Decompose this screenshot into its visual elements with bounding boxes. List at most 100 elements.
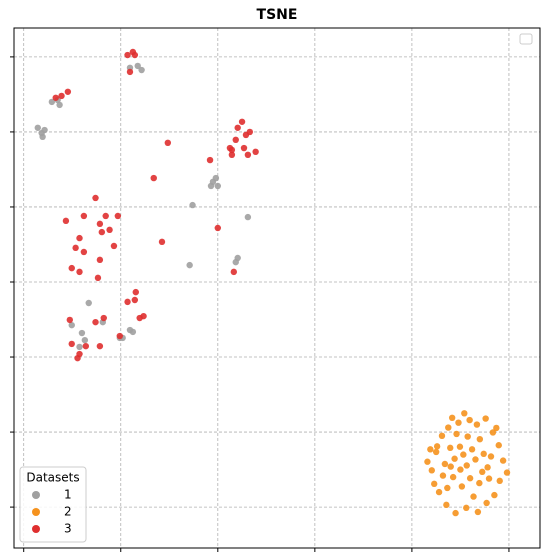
- point: [62, 217, 70, 225]
- point: [98, 228, 106, 236]
- point: [246, 128, 254, 136]
- point: [214, 224, 222, 232]
- point: [240, 144, 248, 152]
- legend-label: 1: [64, 488, 72, 502]
- point: [85, 299, 92, 307]
- point: [461, 410, 468, 417]
- point: [487, 453, 495, 460]
- point: [234, 124, 241, 131]
- point: [424, 458, 431, 465]
- point: [116, 332, 123, 340]
- point: [64, 88, 72, 95]
- point: [212, 174, 220, 182]
- point: [448, 414, 456, 422]
- plot-frame: [13, 27, 541, 549]
- point: [150, 174, 157, 182]
- point: [78, 329, 86, 337]
- point: [476, 479, 483, 487]
- point: [68, 321, 75, 329]
- point: [433, 443, 441, 450]
- point: [124, 51, 131, 59]
- point: [460, 451, 467, 458]
- point: [82, 342, 90, 350]
- point: [96, 220, 104, 228]
- point: [92, 194, 99, 202]
- point: [68, 340, 75, 348]
- legend-marker: [32, 508, 40, 516]
- point: [447, 444, 454, 452]
- point: [94, 274, 102, 282]
- point: [451, 455, 458, 462]
- point: [435, 488, 443, 496]
- point: [80, 212, 88, 220]
- point: [76, 234, 83, 242]
- point: [232, 136, 239, 144]
- point: [489, 429, 497, 436]
- point: [58, 92, 65, 100]
- point: [138, 66, 145, 74]
- point: [80, 248, 88, 256]
- chart-title: TSNE: [257, 7, 298, 23]
- point: [158, 238, 166, 246]
- point: [238, 118, 246, 125]
- point: [186, 261, 193, 269]
- point: [456, 443, 464, 450]
- point: [474, 508, 482, 516]
- point: [483, 499, 490, 507]
- point: [226, 144, 234, 152]
- point: [34, 124, 41, 131]
- point: [480, 450, 487, 458]
- point: [41, 126, 48, 134]
- point: [484, 464, 491, 471]
- point: [443, 501, 450, 509]
- point: [485, 475, 493, 482]
- point: [503, 469, 511, 476]
- point: [81, 336, 89, 344]
- point: [131, 296, 139, 304]
- point: [439, 472, 447, 479]
- point: [445, 424, 452, 431]
- point: [48, 98, 56, 106]
- point: [452, 509, 459, 517]
- point: [164, 139, 172, 147]
- point: [189, 201, 196, 209]
- point: [438, 432, 446, 440]
- point: [444, 484, 451, 492]
- point: [463, 462, 470, 469]
- point: [252, 148, 259, 156]
- point: [491, 491, 498, 499]
- legend-label: 3: [64, 522, 72, 536]
- point: [473, 421, 481, 428]
- point: [134, 62, 141, 70]
- point: [52, 94, 59, 101]
- point: [479, 468, 486, 476]
- point: [468, 446, 476, 453]
- point: [230, 268, 238, 276]
- point: [66, 316, 74, 324]
- point: [432, 448, 440, 456]
- point: [92, 318, 99, 326]
- point: [431, 480, 438, 488]
- point: [131, 51, 139, 59]
- point: [126, 68, 134, 76]
- legend: Datasets 1 2 3: [19, 466, 87, 543]
- point: [76, 268, 83, 276]
- point: [427, 446, 434, 453]
- point: [470, 493, 477, 500]
- point: [449, 473, 457, 481]
- point: [428, 467, 435, 474]
- point: [39, 133, 46, 141]
- point: [76, 350, 83, 358]
- point: [464, 433, 471, 440]
- point: [68, 264, 75, 272]
- legend-title: Datasets: [26, 471, 79, 485]
- point: [466, 475, 474, 482]
- point: [102, 212, 109, 220]
- point: [106, 226, 113, 234]
- point: [132, 288, 139, 296]
- point: [499, 457, 507, 464]
- point: [136, 314, 143, 322]
- legend-box: [19, 466, 87, 543]
- point: [114, 212, 122, 220]
